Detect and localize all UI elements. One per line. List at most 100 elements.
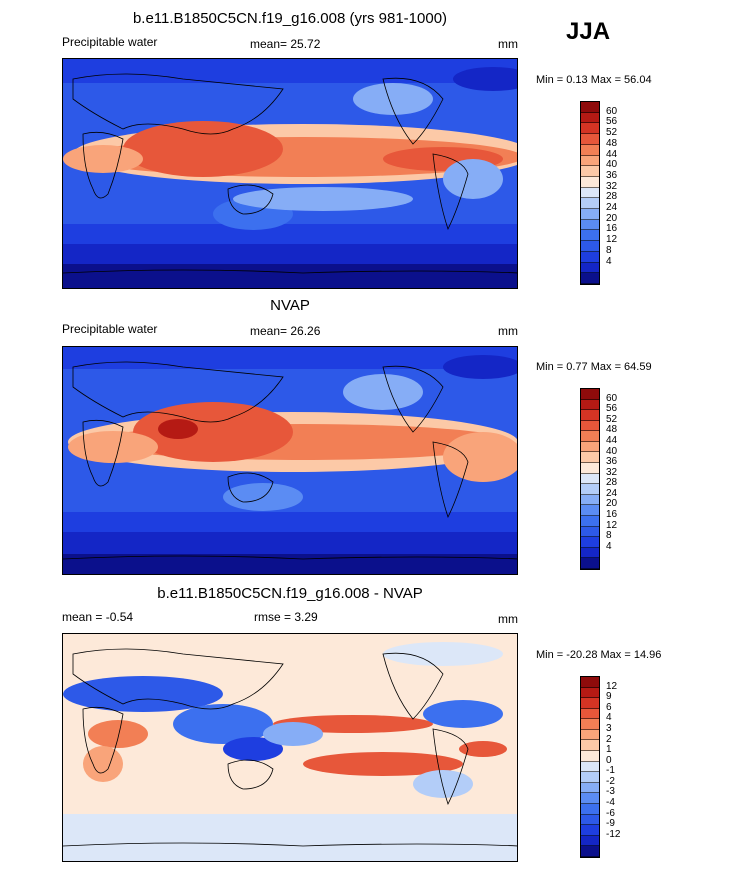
colorbar-tick-label: 56 [606, 116, 618, 128]
panel3-mean-label: mean = -0.54 [62, 610, 134, 624]
colorbar-tick-label: -4 [606, 797, 615, 809]
colorbar-tick-label: 8 [606, 530, 612, 542]
colorbar-swatch [581, 825, 599, 836]
colorbar-swatch [581, 399, 599, 411]
panel2-mean-label: mean= 26.26 [250, 324, 321, 338]
colorbar-swatch [581, 219, 599, 231]
colorbar-swatch [581, 452, 599, 464]
colorbar-swatch [581, 835, 599, 847]
panel2-colorbar [580, 388, 600, 570]
colorbar-swatch [581, 751, 599, 762]
colorbar-swatch [581, 677, 599, 688]
colorbar-swatch [581, 803, 599, 815]
season-label: JJA [566, 18, 611, 45]
panel2-title: NVAP [270, 297, 310, 314]
colorbar-tick-label: 12 [606, 519, 618, 531]
colorbar-tick-label: 9 [606, 691, 612, 703]
panel3-minmax: Min = -20.28 Max = 14.96 [536, 649, 662, 661]
colorbar-swatch [581, 166, 599, 177]
colorbar-swatch [581, 262, 599, 274]
colorbar-swatch [581, 558, 599, 569]
colorbar-swatch [581, 209, 599, 220]
colorbar-tick-label: 16 [606, 509, 618, 521]
colorbar-tick-label: -9 [606, 818, 615, 830]
panel1-units: mm [498, 37, 518, 51]
colorbar-swatch [581, 241, 599, 252]
colorbar-swatch [581, 144, 599, 156]
colorbar-swatch [581, 463, 599, 474]
colorbar-tick-label: 40 [606, 159, 618, 171]
colorbar-tick-label: 3 [606, 722, 612, 734]
colorbar-swatch [581, 719, 599, 730]
colorbar-tick-label: 60 [606, 105, 618, 117]
colorbar-swatch [581, 134, 599, 145]
colorbar-tick-label: -1 [606, 765, 615, 777]
colorbar-tick-label: 8 [606, 244, 612, 256]
colorbar-swatch [581, 176, 599, 188]
colorbar-tick-label: 2 [606, 733, 612, 745]
colorbar-swatch [581, 515, 599, 527]
colorbar-swatch [581, 526, 599, 538]
colorbar-tick-label: 40 [606, 445, 618, 457]
colorbar-swatch [581, 793, 599, 804]
panel2-units: mm [498, 324, 518, 338]
panel1-mean-label: mean= 25.72 [250, 37, 321, 51]
colorbar-tick-label: 44 [606, 148, 618, 160]
colorbar-tick-label: 28 [606, 477, 618, 489]
colorbar-tick-label: 52 [606, 413, 618, 425]
colorbar-tick-label: 12 [606, 680, 618, 692]
colorbar-swatch [581, 420, 599, 432]
colorbar-swatch [581, 761, 599, 773]
panel1-minmax: Min = 0.13 Max = 56.04 [536, 74, 652, 86]
colorbar-swatch [581, 441, 599, 453]
colorbar-tick-label: 24 [606, 202, 618, 214]
colorbar-tick-label: -3 [606, 786, 615, 798]
colorbar-swatch [581, 814, 599, 826]
panel3-colorbar [580, 676, 600, 858]
colorbar-swatch [581, 102, 599, 113]
colorbar-tick-label: -2 [606, 775, 615, 787]
colorbar-tick-label: 0 [606, 754, 612, 766]
colorbar-tick-label: -12 [606, 828, 621, 840]
panel1-colorbar [580, 101, 600, 285]
panel1-map [62, 58, 518, 289]
panel1-variable-label: Precipitable water [62, 35, 158, 49]
panel2-map [62, 346, 518, 575]
colorbar-tick-label: 44 [606, 434, 618, 446]
colorbar-swatch [581, 187, 599, 199]
colorbar-swatch [581, 547, 599, 559]
colorbar-tick-label: 20 [606, 498, 618, 510]
colorbar-tick-label: 32 [606, 180, 618, 192]
colorbar-tick-label: 4 [606, 540, 612, 552]
colorbar-swatch [581, 431, 599, 442]
colorbar-tick-label: 1 [606, 744, 612, 756]
colorbar-tick-label: 48 [606, 137, 618, 149]
colorbar-tick-label: 28 [606, 191, 618, 203]
colorbar-swatch [581, 155, 599, 167]
colorbar-swatch [581, 772, 599, 783]
colorbar-swatch [581, 473, 599, 485]
colorbar-swatch [581, 729, 599, 741]
colorbar-tick-label: 4 [606, 255, 612, 267]
colorbar-swatch [581, 782, 599, 794]
colorbar-swatch [581, 251, 599, 263]
panel2-variable-label: Precipitable water [62, 322, 158, 336]
panel1-title: b.e11.B1850C5CN.f19_g16.008 (yrs 981-100… [132, 10, 448, 27]
colorbar-swatch [581, 698, 599, 709]
colorbar-tick-label: 60 [606, 392, 618, 404]
colorbar-swatch [581, 708, 599, 720]
colorbar-swatch [581, 537, 599, 548]
colorbar-swatch [581, 389, 599, 400]
colorbar-swatch [581, 123, 599, 135]
colorbar-tick-label: 56 [606, 403, 618, 415]
colorbar-tick-label: 6 [606, 701, 612, 713]
colorbar-tick-label: 4 [606, 712, 612, 724]
colorbar-tick-label: 52 [606, 127, 618, 139]
colorbar-tick-label: 20 [606, 212, 618, 224]
colorbar-tick-label: 48 [606, 424, 618, 436]
colorbar-tick-label: 32 [606, 466, 618, 478]
colorbar-tick-label: 16 [606, 223, 618, 235]
colorbar-tick-label: 24 [606, 487, 618, 499]
panel3-rmse-label: rmse = 3.29 [254, 610, 318, 624]
colorbar-tick-label: 12 [606, 234, 618, 246]
